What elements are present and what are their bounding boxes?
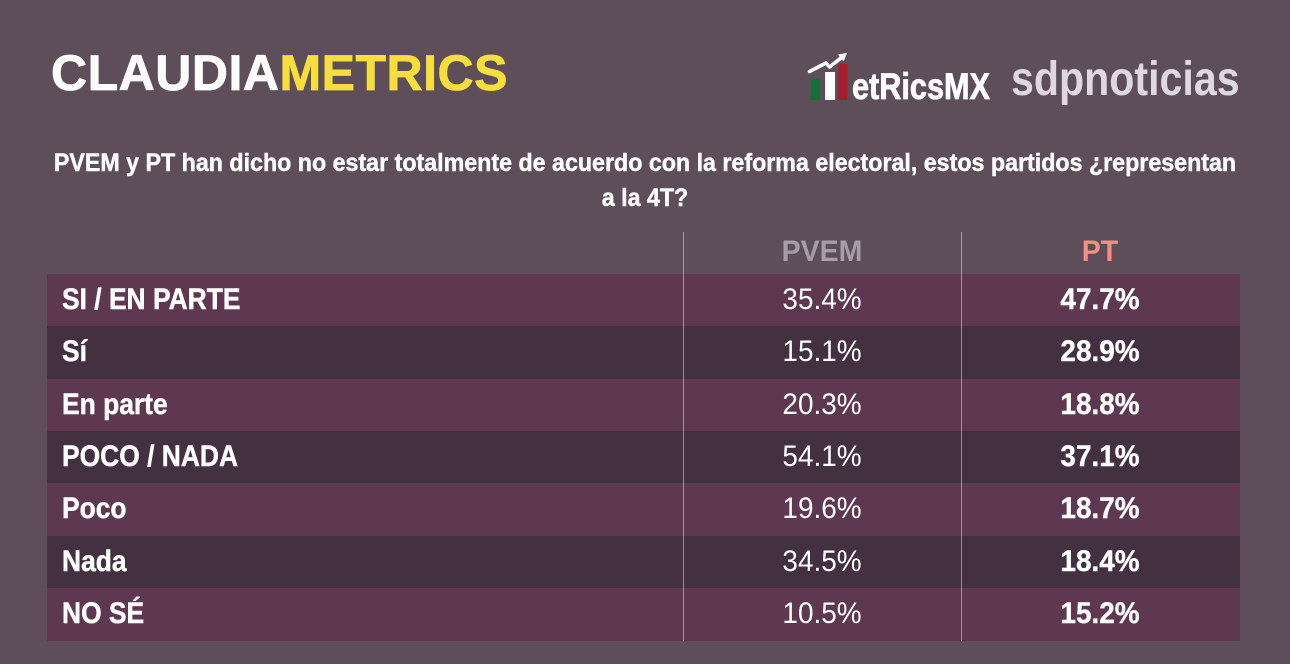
svg-text:etRicsMX: etRicsMX bbox=[852, 66, 990, 105]
